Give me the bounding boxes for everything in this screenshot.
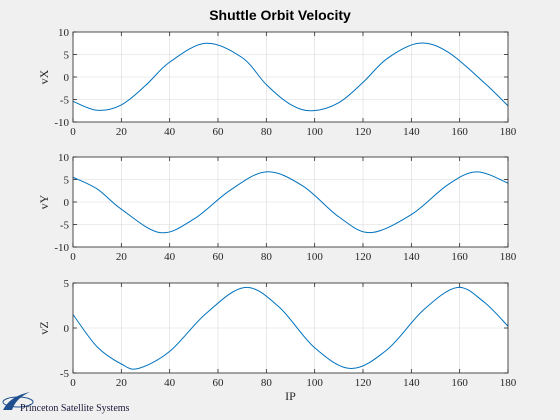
x-tick-label: 100 <box>306 251 323 263</box>
series-line-vy <box>72 171 509 234</box>
x-tick-label: 100 <box>306 377 323 389</box>
y-tick-label: 5 <box>64 278 70 290</box>
series-line-vx <box>72 42 509 112</box>
x-tick-label: 100 <box>306 126 323 138</box>
logo-swoosh-icon <box>3 392 30 410</box>
x-tick-label: 140 <box>403 251 420 263</box>
x-tick-label: 180 <box>500 251 517 263</box>
x-tick-label: 140 <box>403 377 420 389</box>
subplot-vy: 0 20 40 60 80 100 120 140 160 180 -10 -5 0 5 10 vY <box>37 152 517 263</box>
y-tick-label: 10 <box>58 152 70 164</box>
subplot-vx: 0 20 40 60 80 100 120 140 160 180 -10 -5 0 5 10 vX <box>37 27 517 138</box>
x-tick-label: 80 <box>261 251 273 263</box>
y-tick-label: -5 <box>60 220 70 232</box>
x-tick-label: 20 <box>116 126 128 138</box>
x-tick-label: 160 <box>451 377 468 389</box>
x-tick-label: 0 <box>70 126 76 138</box>
series-line-vz <box>72 286 509 370</box>
y-tick-label: -10 <box>54 117 69 129</box>
y-tick-label: 5 <box>64 175 70 187</box>
x-tick-label: 20 <box>116 251 128 263</box>
y-tick-label: 0 <box>64 197 70 209</box>
y-tick-label: 0 <box>64 323 70 335</box>
chart-title: Shuttle Orbit Velocity <box>209 7 351 23</box>
x-tick-label: 120 <box>355 126 372 138</box>
x-tick-label: 120 <box>355 377 372 389</box>
x-tick-label: 160 <box>451 126 468 138</box>
x-tick-label: 40 <box>164 377 176 389</box>
y-tick-label: -5 <box>60 95 70 107</box>
x-tick-label: 60 <box>213 251 225 263</box>
x-tick-label: 60 <box>213 126 225 138</box>
x-tick-label: 180 <box>500 126 517 138</box>
y-tick-label: -5 <box>60 368 70 380</box>
x-tick-label: 80 <box>261 126 273 138</box>
logo-orbit-icon <box>2 396 34 408</box>
x-tick-label: 40 <box>164 251 176 263</box>
y-axis-label: vX <box>37 69 51 84</box>
y-axis-label: vZ <box>37 321 51 334</box>
x-tick-label: 60 <box>213 377 225 389</box>
x-tick-label: 80 <box>261 377 273 389</box>
x-tick-label: 180 <box>500 377 517 389</box>
y-tick-label: 0 <box>64 72 70 84</box>
x-axis-label: IP <box>285 389 296 403</box>
x-tick-label: 160 <box>451 251 468 263</box>
y-axis-label: vY <box>37 194 51 209</box>
x-tick-label: 20 <box>116 377 128 389</box>
x-tick-label: 40 <box>164 126 176 138</box>
x-tick-label: 0 <box>70 377 76 389</box>
y-tick-label: -10 <box>54 242 69 254</box>
logo: Princeton Satellite Systems <box>2 392 130 414</box>
x-tick-label: 140 <box>403 126 420 138</box>
x-tick-label: 120 <box>355 251 372 263</box>
y-tick-label: 5 <box>64 50 70 62</box>
x-tick-label: 0 <box>70 251 76 263</box>
logo-text: Princeton Satellite Systems <box>20 403 130 414</box>
y-tick-label: 10 <box>58 27 70 39</box>
